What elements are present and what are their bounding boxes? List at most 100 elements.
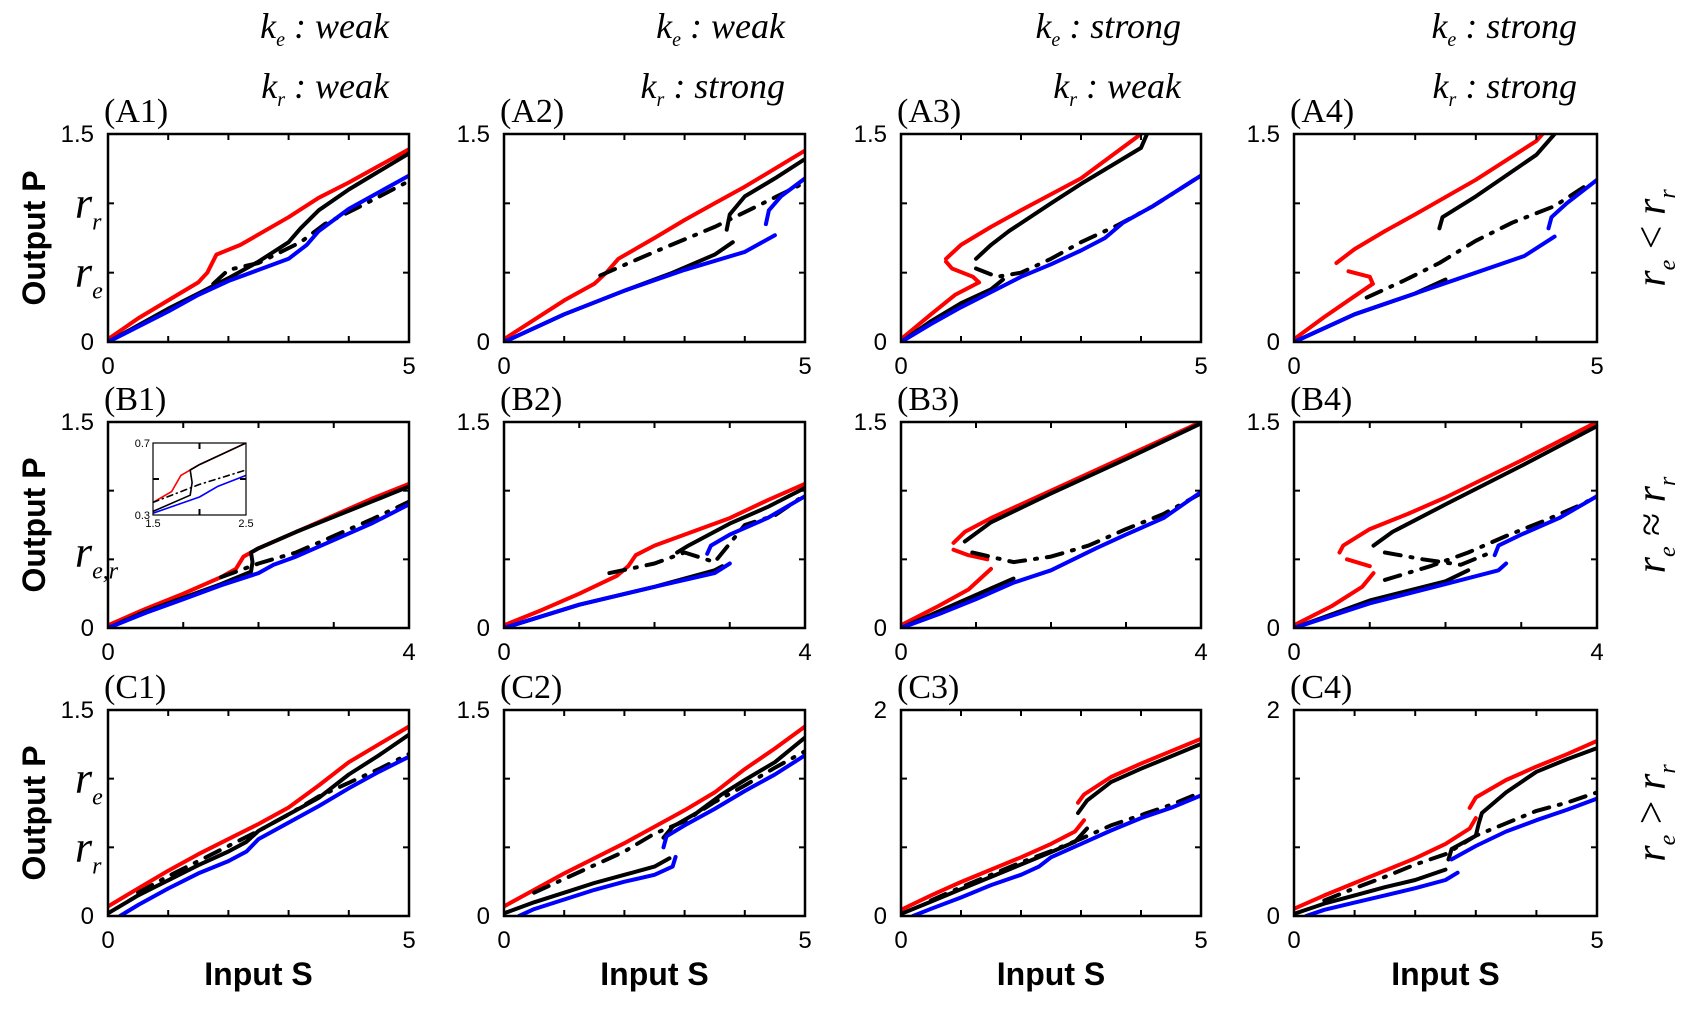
y-tick-label: 1.5 xyxy=(1247,409,1280,436)
x-tick-label: 4 xyxy=(402,639,415,666)
y-tick-label: 0 xyxy=(81,329,94,356)
y-marker-label: re xyxy=(75,754,103,811)
panel-label: (B2) xyxy=(500,381,562,418)
series-line-unstable xyxy=(929,790,1201,903)
panel-label: (B4) xyxy=(1290,381,1352,418)
column-header-ke: ke : weak xyxy=(260,6,390,51)
series-line-upper-unstable xyxy=(1346,269,1375,286)
series-line-upper xyxy=(504,724,805,909)
y-tick-label: 0 xyxy=(874,903,887,930)
series-line-lower-top xyxy=(1546,177,1597,231)
axes-frame xyxy=(1292,708,1599,918)
y-marker-label: re xyxy=(75,248,103,305)
series-group xyxy=(1294,738,1597,916)
column-header-ke: ke : strong xyxy=(1431,6,1577,51)
x-tick-label: 5 xyxy=(798,353,811,380)
series-line-lower xyxy=(901,173,1201,342)
series-line-lower xyxy=(504,233,777,342)
y-tick-label: 0 xyxy=(874,329,887,356)
series-line-unstable xyxy=(1364,180,1593,300)
y-tick-label: 1.5 xyxy=(854,121,887,148)
panel-label: (A1) xyxy=(104,93,168,130)
x-tick-label: 0 xyxy=(101,927,114,954)
x-tick-label: 0 xyxy=(1287,927,1300,954)
series-line-middle-top xyxy=(962,422,1201,544)
x-tick-label: 0 xyxy=(1287,639,1300,666)
y-tick-label: 1.5 xyxy=(61,409,94,436)
panel-b2: (B2) 0 4 0 1.5 xyxy=(457,381,812,666)
series-group xyxy=(1294,134,1597,342)
series-line-middle-top xyxy=(1076,742,1201,815)
series-line-upper xyxy=(901,280,981,342)
series-line-lower-top xyxy=(1449,796,1597,862)
column-header-kr: kr : strong xyxy=(1433,66,1577,111)
series-line-unstable xyxy=(136,751,409,895)
series-line-lower xyxy=(1294,561,1509,628)
y-tick-label: 0 xyxy=(1267,903,1280,930)
x-tick-label: 4 xyxy=(798,639,811,666)
series-line-lower xyxy=(901,490,1201,628)
series-line-unstable xyxy=(974,173,1201,279)
panel-label: (A2) xyxy=(500,93,564,130)
column-headers: ke : weak kr : weak ke : weak kr : strong ke… xyxy=(260,6,1577,111)
x-axis-title: Input S xyxy=(600,956,708,992)
y-tick-label: 1.5 xyxy=(1247,121,1280,148)
series-line-lower xyxy=(153,474,246,515)
x-tick-label: 0 xyxy=(497,927,510,954)
x-tick-label: 0 xyxy=(894,639,907,666)
series-line-lower xyxy=(108,502,409,628)
row-label-text: re ≈ rr xyxy=(1629,476,1681,573)
column-header-kr: kr : weak xyxy=(261,66,390,111)
panel-a4: (A4) 0 5 0 1.5 xyxy=(1247,93,1604,380)
x-tick-label: 0 xyxy=(101,639,114,666)
panel-a2: (A2) 0 5 0 1.5 xyxy=(457,93,812,380)
series-line-upper xyxy=(153,443,246,504)
x-tick-label: 4 xyxy=(1194,639,1207,666)
panel-c3: (C3) 0 5 0 2 xyxy=(874,669,1208,954)
axes-frame xyxy=(106,132,411,344)
x-tick-label: 0 xyxy=(497,639,510,666)
x-tick-label: 0 xyxy=(497,353,510,380)
y-tick-label: 0.3 xyxy=(135,510,150,522)
x-tick-label: 5 xyxy=(1194,353,1207,380)
panel-label: (B3) xyxy=(897,381,959,418)
series-line-lower xyxy=(911,793,1201,916)
series-group xyxy=(901,736,1201,916)
axes-frame xyxy=(899,132,1203,344)
panel-b4: (B4) 0 4 0 1.5 xyxy=(1247,381,1604,666)
series-line-lower xyxy=(1304,870,1460,916)
y-tick-label: 0 xyxy=(477,615,490,642)
series-line-upper xyxy=(504,481,805,628)
x-tick-label: 4 xyxy=(1590,639,1603,666)
series-line-lower xyxy=(1294,234,1557,342)
series-line-middle-top xyxy=(675,485,805,555)
y-tick-label: 1.5 xyxy=(854,409,887,436)
column-header-ke: ke : strong xyxy=(1035,6,1181,51)
x-tick-label: 5 xyxy=(402,353,415,380)
x-tick-label: 5 xyxy=(402,927,415,954)
y-marker-label: rr xyxy=(75,178,102,235)
x-tick-label: 5 xyxy=(1590,927,1603,954)
series-line-middle-top xyxy=(1371,424,1597,548)
x-axis-titles: Input S Input S Input S Input S xyxy=(204,956,1499,992)
panel-c1: (C1) 0 5 0 1.5 xyxy=(61,669,416,954)
series-group xyxy=(901,422,1201,628)
x-tick-label: 2.5 xyxy=(238,518,253,530)
series-line-middle xyxy=(108,151,409,342)
panels: (A1) 0 5 0 1.5 (A2) 0 5 0 1.5 (A3) 0 5 0 1.5 (A4) 0 5 0 1.5… xyxy=(61,93,1604,954)
series-line-lower-upper xyxy=(763,176,805,227)
series-line-middle-top xyxy=(974,134,1149,261)
y-marker-label: rr xyxy=(75,822,102,879)
x-tick-label: 5 xyxy=(798,927,811,954)
series-line-unstable xyxy=(211,179,409,286)
inset-plot: 1.5 2.5 0.3 0.7 xyxy=(135,438,254,530)
series-line-upper-top xyxy=(1467,738,1597,810)
axes-frame xyxy=(502,132,807,344)
series-group xyxy=(504,481,805,628)
series-line-upper-top xyxy=(1076,736,1201,805)
axes-frame xyxy=(502,708,807,918)
y-tick-label: 1.5 xyxy=(61,697,94,724)
panel-b1: (B1) 0 4 0 1.5 1.5 2.5 0.3 0.7 xyxy=(61,381,416,666)
series-line-upper xyxy=(1294,816,1478,911)
